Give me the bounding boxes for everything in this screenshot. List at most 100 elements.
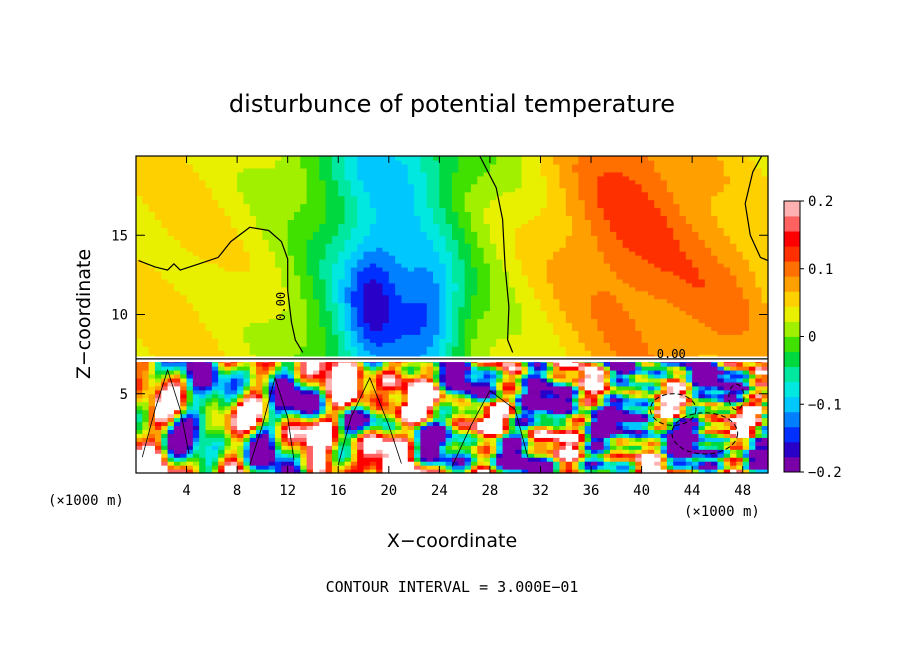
field-cell: [331, 167, 339, 173]
field-cell: [294, 175, 301, 181]
field-cell: [420, 179, 428, 185]
field-cell: [167, 437, 175, 442]
field-cell: [218, 211, 226, 217]
field-cell: [496, 199, 504, 205]
field-cell: [167, 330, 175, 335]
field-cell: [186, 195, 194, 201]
field-cell: [249, 425, 257, 431]
field-cell: [192, 191, 200, 197]
field-cell: [508, 465, 516, 470]
field-cell: [458, 453, 466, 458]
field-cell: [344, 342, 352, 347]
field-cell: [148, 156, 156, 161]
field-cell: [186, 243, 194, 248]
field-cell: [230, 239, 238, 244]
field-cell: [136, 175, 143, 181]
field-cell: [502, 167, 510, 173]
field-cell: [275, 278, 282, 284]
field-cell: [508, 156, 516, 161]
field-cell: [489, 286, 497, 292]
field-cell: [401, 425, 409, 431]
field-cell: [338, 330, 346, 335]
field-cell: [452, 231, 459, 236]
field-cell: [414, 433, 421, 438]
field-cell: [294, 453, 301, 458]
field-cell: [483, 298, 491, 304]
field-cell: [470, 441, 478, 446]
field-cell: [325, 433, 333, 438]
field-cell: [230, 171, 238, 177]
field-cell: [173, 429, 181, 434]
field-cell: [161, 433, 169, 438]
field-cell: [230, 163, 238, 169]
field-cell: [521, 338, 529, 343]
field-cell: [237, 449, 245, 454]
field-cell: [180, 215, 188, 220]
field-cell: [180, 437, 188, 442]
field-cell: [281, 243, 289, 248]
field-cell: [388, 310, 396, 316]
field-cell: [527, 385, 535, 391]
field-cell: [186, 330, 194, 335]
field-cell: [256, 294, 263, 300]
field-cell: [230, 401, 238, 407]
field-cell: [376, 298, 384, 304]
field-cell: [249, 334, 257, 339]
field-cell: [306, 199, 314, 205]
field-cell: [268, 187, 276, 193]
field-cell: [426, 199, 434, 205]
field-cell: [148, 429, 156, 434]
field-cell: [439, 235, 447, 240]
field-cell: [256, 354, 263, 359]
field-cell: [338, 187, 346, 193]
field-cell: [224, 461, 232, 466]
field-cell: [414, 413, 421, 419]
field-cell: [452, 215, 459, 220]
field-cell: [306, 187, 314, 193]
field-cell: [180, 219, 188, 224]
field-cell: [477, 159, 485, 165]
field-cell: [426, 437, 434, 442]
field-cell: [401, 405, 409, 411]
field-cell: [287, 429, 295, 434]
field-cell: [319, 334, 327, 339]
field-cell: [249, 195, 257, 201]
field-cell: [186, 409, 194, 415]
field-cell: [483, 306, 491, 312]
field-cell: [401, 251, 409, 256]
field-cell: [420, 409, 428, 415]
field-cell: [237, 453, 245, 458]
field-cell: [211, 326, 219, 331]
field-cell: [407, 195, 415, 201]
field-cell: [439, 167, 447, 173]
field-cell: [281, 366, 289, 371]
field-cell: [148, 318, 156, 324]
field-cell: [281, 377, 289, 383]
field-cell: [527, 389, 535, 395]
field-cell: [300, 366, 308, 371]
field-cell: [395, 211, 403, 217]
field-cell: [496, 346, 504, 351]
field-cell: [369, 413, 377, 419]
field-cell: [464, 342, 472, 347]
field-cell: [312, 441, 320, 446]
field-cell: [243, 334, 251, 339]
field-cell: [439, 231, 447, 236]
field-cell: [312, 262, 320, 268]
field-cell: [300, 159, 308, 165]
field-cell: [515, 381, 523, 387]
field-cell: [363, 290, 371, 296]
field-cell: [148, 441, 156, 446]
field-cell: [249, 330, 257, 335]
field-cell: [312, 231, 320, 236]
field-cell: [199, 346, 207, 351]
field-cell: [192, 342, 200, 347]
field-cell: [458, 310, 466, 316]
field-cell: [502, 227, 510, 232]
field-cell: [300, 191, 308, 197]
field-cell: [306, 223, 314, 228]
field-cell: [401, 369, 409, 375]
field-cell: [350, 255, 358, 260]
field-cell: [211, 354, 219, 359]
field-cell: [470, 469, 478, 474]
